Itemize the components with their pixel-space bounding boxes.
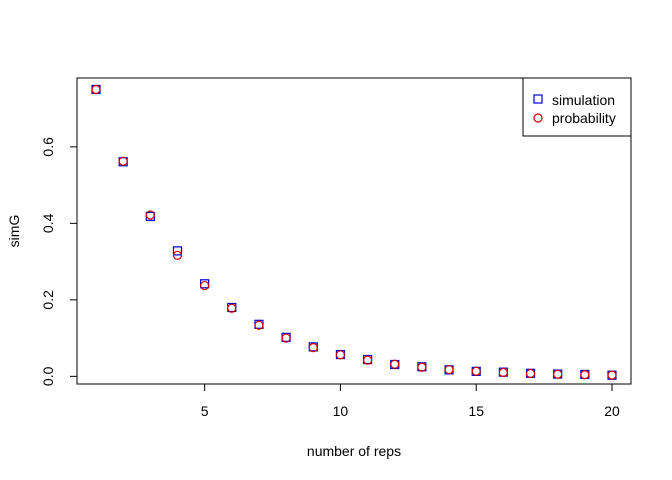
y-tick-label: 0.0	[40, 366, 56, 386]
legend-simulation-label: simulation	[552, 92, 615, 108]
probability-point	[200, 280, 210, 291]
x-tick-label: 5	[201, 403, 209, 419]
probability-point	[254, 320, 264, 330]
probability-point	[281, 333, 291, 343]
probability-point	[553, 369, 563, 379]
y-tick-label: 0.4	[40, 213, 56, 233]
probability-point	[525, 368, 536, 379]
probability-point	[145, 210, 155, 220]
probability-point	[118, 156, 128, 166]
probability-point	[390, 359, 400, 369]
probability-point	[335, 350, 346, 360]
probability-point	[362, 355, 373, 365]
probability-point	[580, 370, 590, 380]
probability-point	[471, 366, 481, 376]
x-tick-label: 15	[468, 403, 484, 419]
probability-point	[498, 367, 508, 378]
x-axis: 5 10 15 20	[201, 383, 620, 419]
x-axis-label: number of reps	[307, 443, 401, 459]
simulation-point	[172, 246, 183, 256]
legend-probability-label: probability	[552, 110, 616, 126]
probability-point	[227, 303, 237, 313]
y-tick-label: 0.2	[40, 290, 56, 310]
y-axis-label: simG	[6, 215, 22, 248]
legend-box	[522, 77, 632, 137]
probability-point	[172, 250, 183, 260]
probability-point	[308, 343, 318, 353]
probability-point	[607, 370, 617, 380]
legend-simulation-marker	[533, 94, 543, 104]
legend-probability-marker	[533, 113, 543, 123]
data-points	[91, 84, 617, 380]
y-tick-label: 0.6	[40, 137, 56, 157]
x-tick-label: 20	[604, 403, 620, 419]
y-axis: 0.0 0.2 0.4 0.6	[40, 137, 78, 386]
legend: simulation probability	[522, 77, 632, 137]
probability-point	[417, 362, 427, 372]
probability-point	[91, 84, 101, 95]
probability-point	[444, 364, 454, 375]
x-tick-label: 10	[333, 403, 349, 419]
